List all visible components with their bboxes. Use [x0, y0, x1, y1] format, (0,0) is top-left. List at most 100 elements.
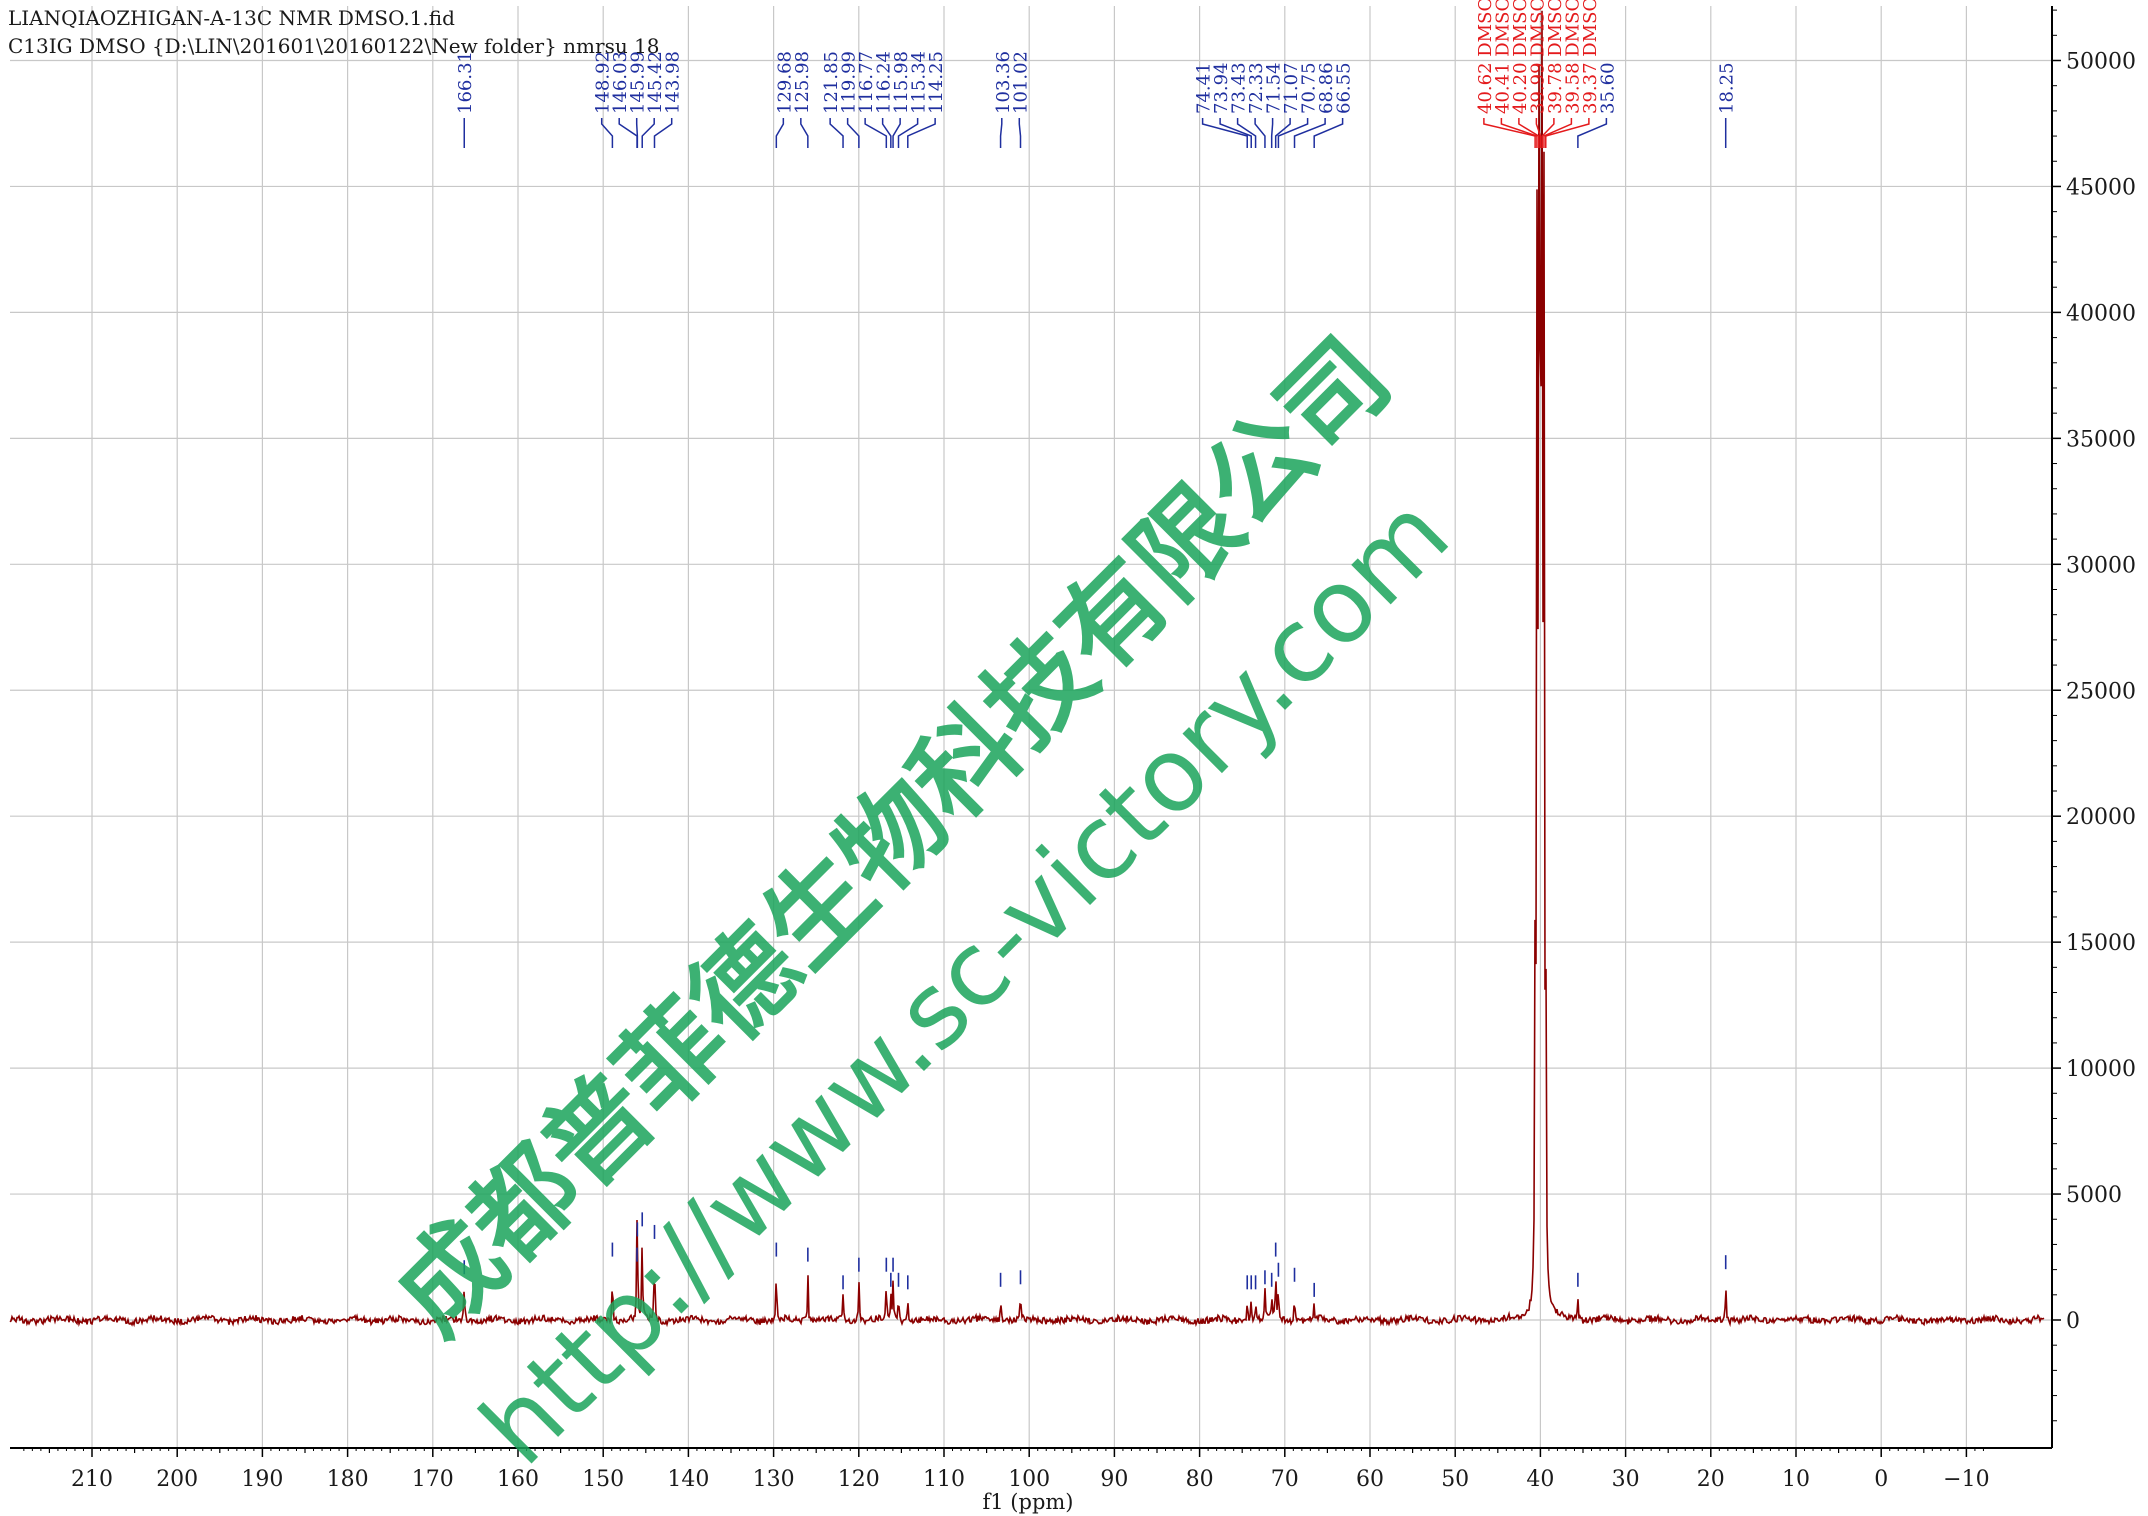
spectrum-trace: [9, 10, 2045, 1328]
peak-label-connector: [897, 118, 919, 148]
y-tick-label: 5000: [2066, 1183, 2122, 1208]
peak-label-connector: [864, 118, 888, 148]
peak-label: 72.33: [1246, 62, 1267, 114]
x-tick-label: 50: [1441, 1467, 1469, 1492]
y-tick-label: 45000: [2066, 175, 2136, 200]
x-tick-label: 200: [156, 1467, 198, 1492]
x-tick-label: 120: [838, 1467, 880, 1492]
y-tick-label: 15000: [2066, 931, 2136, 956]
peak-label: 101.02: [1010, 51, 1031, 114]
x-tick-label: 40: [1526, 1467, 1554, 1492]
x-tick-label: 80: [1186, 1467, 1214, 1492]
x-tick-label: 70: [1271, 1467, 1299, 1492]
watermark: 成都普菲德生物科技有限公司 http://www.sc-victory.com: [371, 315, 1472, 1487]
x-tick-label: 20: [1697, 1467, 1725, 1492]
peak-label: 40.62 DMSO: [1475, 0, 1496, 114]
peak-label-connector: [635, 118, 639, 148]
watermark-company-name: 成都普菲德生物科技有限公司: [371, 315, 1413, 1357]
y-tick-label: 30000: [2066, 553, 2136, 578]
peak-label-connector: [1518, 118, 1540, 148]
x-tick-label: 130: [753, 1467, 795, 1492]
peak-label: 71.54: [1264, 62, 1285, 114]
peak-label: 125.98: [792, 51, 813, 114]
spectrum-title-line2: C13IG DMSO {D:\LIN\201601\20160122\New f…: [8, 34, 660, 58]
peak-label: 116.77: [856, 51, 877, 114]
peak-label: 148.92: [593, 51, 614, 114]
peak-label-connector: [1277, 118, 1309, 148]
peak-label: 39.37 DMSO: [1580, 0, 1601, 114]
peak-label-connector: [1543, 118, 1573, 148]
peak-label-connector: [641, 118, 655, 148]
x-tick-label: 140: [667, 1467, 709, 1492]
x-tick-label: 60: [1356, 1467, 1384, 1492]
peak-label-connector: [1577, 118, 1608, 148]
peak-label: 145.99: [628, 51, 649, 114]
peak-label-connector: [1500, 118, 1538, 148]
peak-label-connector: [775, 118, 785, 148]
peak-label: 121.85: [821, 51, 842, 114]
x-tick-label: 190: [241, 1467, 283, 1492]
peak-label: 115.34: [909, 51, 930, 114]
peak-label-connector: [618, 118, 638, 148]
y-tick-label: 40000: [2066, 301, 2136, 326]
peak-label-connector: [600, 118, 614, 148]
peak-label-connector: [846, 118, 860, 148]
peak-label-connector: [1254, 118, 1266, 148]
x-tick-label: 30: [1612, 1467, 1640, 1492]
y-tick-label: 50000: [2066, 50, 2136, 75]
peak-label: 129.68: [774, 51, 795, 114]
grid-lines: [10, 6, 2052, 1448]
x-tick-label: 170: [412, 1467, 454, 1492]
axes: 210 200 190 180 170 160 150 140 130 120 110 100 90 80…: [10, 6, 2136, 1492]
spectrum-line: [9, 10, 2045, 1328]
x-tick-label: 180: [327, 1467, 369, 1492]
peak-label: 70.75: [1299, 62, 1320, 114]
peak-label-connector: [1236, 118, 1257, 148]
peak-label-connector: [1270, 118, 1274, 148]
peak-label: 74.41: [1194, 62, 1215, 114]
peak-label: 146.03: [610, 51, 631, 114]
y-tick-label: 20000: [2066, 805, 2136, 830]
peak-label: 39.78 DMSO: [1545, 0, 1566, 114]
y-tick-label: 25000: [2066, 679, 2136, 704]
x-tick-label: 150: [582, 1467, 624, 1492]
x-tick-label: 0: [1874, 1467, 1888, 1492]
peak-label-connector: [892, 118, 901, 148]
peak-label-connector: [1018, 118, 1022, 148]
peak-label-connector: [1293, 118, 1326, 148]
peak-label: 71.07: [1281, 62, 1302, 114]
peak-label-connector: [1313, 118, 1344, 148]
x-tick-label: 100: [1008, 1467, 1050, 1492]
peak-label: 115.98: [891, 51, 912, 114]
y-tick-label: 35000: [2066, 427, 2136, 452]
x-tick-label: −10: [1943, 1467, 1989, 1492]
peak-label-connector: [800, 118, 809, 148]
peak-label: 73.94: [1211, 62, 1232, 114]
peak-label-connector: [1545, 118, 1590, 148]
peak-label-connector: [907, 118, 936, 148]
peak-label: 35.60: [1597, 62, 1618, 114]
peak-label-connector: [1274, 118, 1291, 148]
peak-label: 18.25: [1717, 62, 1738, 114]
peak-label: 114.25: [926, 51, 947, 114]
x-tick-label: 90: [1100, 1467, 1128, 1492]
x-tick-label: 160: [497, 1467, 539, 1492]
peak-label-connector: [999, 118, 1003, 148]
peak-label-connector: [1535, 118, 1542, 148]
watermark-url: http://www.sc-victory.com: [459, 474, 1472, 1487]
y-tick-label: 10000: [2066, 1057, 2136, 1082]
peak-label: 103.36: [993, 51, 1014, 114]
peak-label: 143.98: [663, 51, 684, 114]
y-tick-label: 0: [2066, 1309, 2080, 1334]
peak-label: 39.99 DMSO: [1527, 0, 1548, 114]
peak-label: 73.43: [1229, 62, 1250, 114]
peak-label: 40.41 DMSO: [1492, 0, 1513, 114]
x-tick-label: 110: [923, 1467, 965, 1492]
peak-label-connector: [1541, 118, 1555, 148]
peak-label-connector: [1201, 118, 1248, 148]
x-tick-label: 210: [71, 1467, 113, 1492]
x-axis-title: f1 (ppm): [983, 1490, 1074, 1514]
peak-label: 145.42: [645, 51, 666, 114]
